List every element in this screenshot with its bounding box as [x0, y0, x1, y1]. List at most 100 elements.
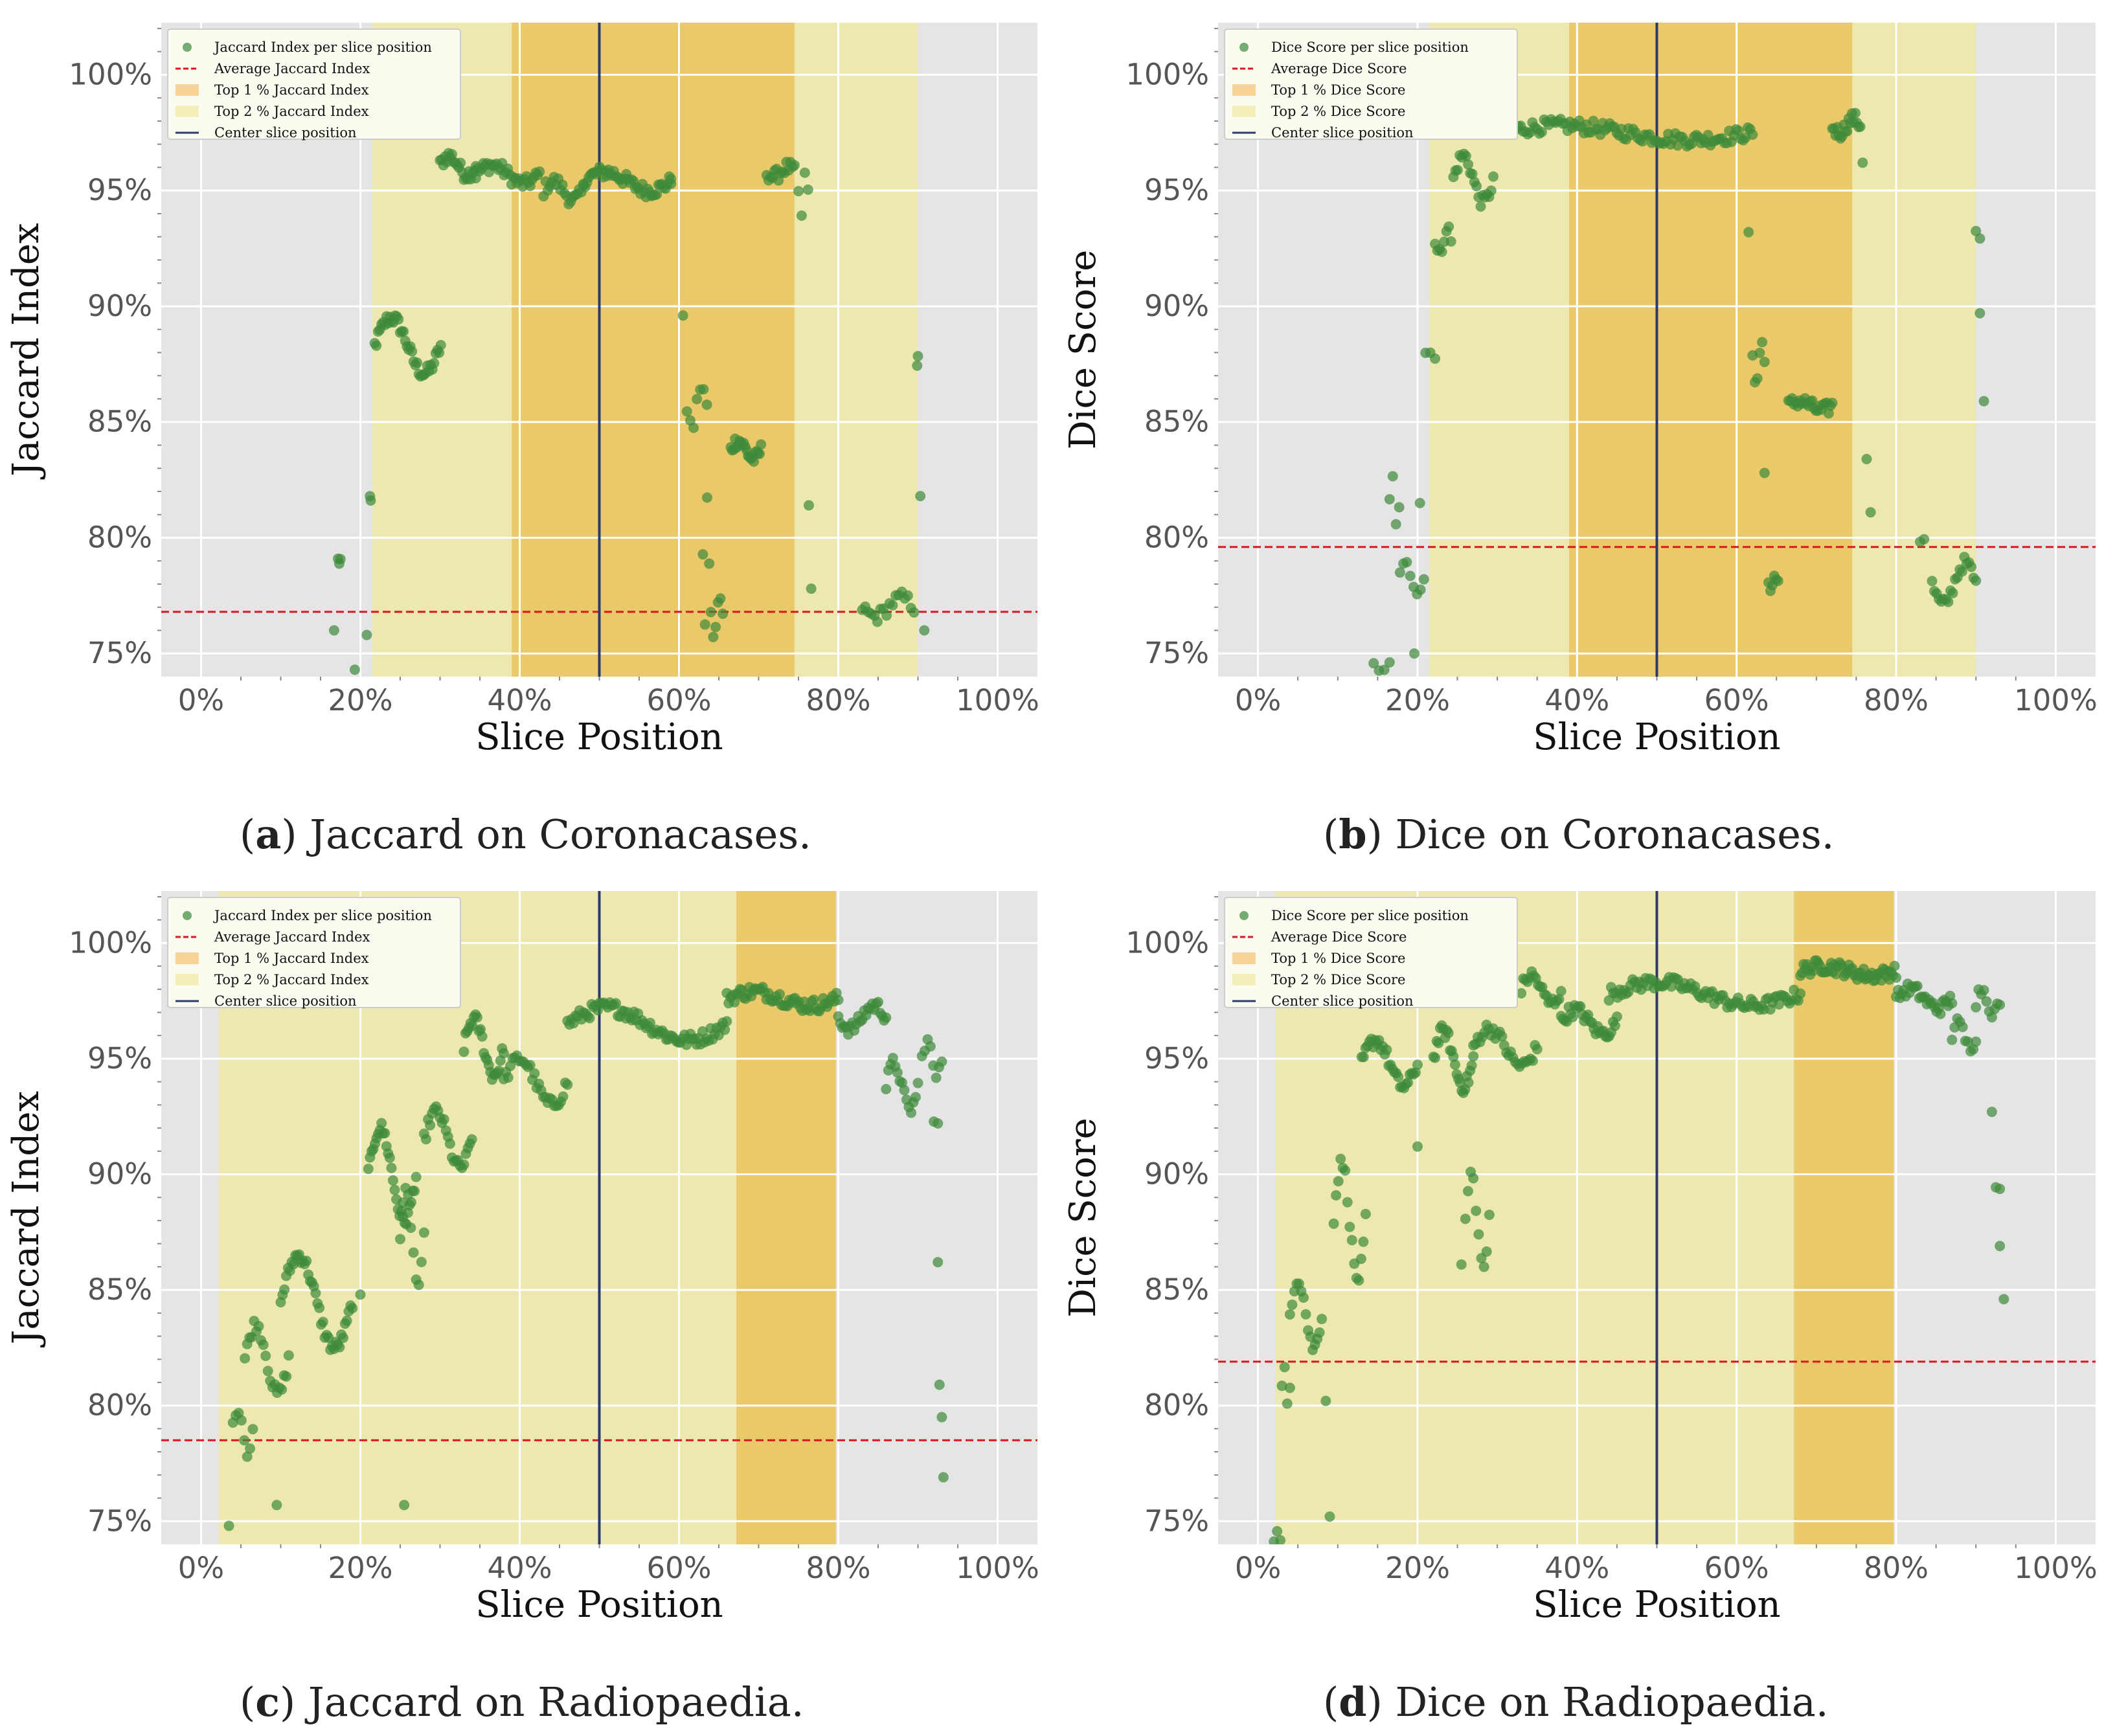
data-point	[529, 1068, 540, 1079]
data-points	[223, 982, 949, 1531]
x-tick-label: 0%	[178, 683, 224, 717]
legend-label: Average Dice Score	[1271, 61, 1407, 76]
x-axis-title: Slice Position	[1533, 1584, 1780, 1626]
data-point	[371, 340, 382, 351]
data-point	[562, 1079, 573, 1090]
data-point	[698, 384, 709, 395]
data-point	[1275, 1535, 1286, 1544]
data-point	[429, 357, 440, 368]
y-tick-label: 90%	[1144, 289, 1209, 323]
x-tick-label: 100%	[956, 1551, 1039, 1585]
legend-top2-marker	[175, 106, 199, 117]
data-point	[803, 500, 814, 511]
data-point	[1445, 236, 1456, 247]
top1-band	[1794, 891, 1894, 1544]
data-point	[1912, 980, 1923, 991]
panel-caption: (a) Jaccard on Coronacases.	[240, 811, 811, 858]
data-point	[1272, 1526, 1283, 1537]
data-point	[1842, 126, 1853, 137]
data-point	[799, 167, 810, 178]
caption-letter: c	[255, 1678, 280, 1726]
data-point	[1342, 1197, 1353, 1208]
chart-panel-d: 0% 20% 40% 60% 80% 100% 75% 80% 85% 90% 95% 100% Sli…	[1062, 891, 2098, 1726]
data-point	[644, 1017, 655, 1028]
data-point	[938, 1472, 949, 1483]
data-point	[239, 1435, 250, 1446]
data-point	[1381, 1044, 1392, 1055]
data-point	[412, 357, 423, 368]
data-point	[1355, 1254, 1366, 1265]
caption-open-paren: (	[240, 1678, 255, 1726]
data-point	[334, 1342, 345, 1353]
data-point	[1555, 986, 1566, 997]
data-point	[899, 1085, 910, 1096]
data-point	[912, 360, 923, 371]
legend-point-marker	[1239, 911, 1249, 920]
legend-label: Top 2 % Jaccard Index	[214, 104, 369, 119]
chart-panel-c: 0% 20% 40% 60% 80% 100% 75% 80% 85% 90% 95% 100% Sli…	[5, 891, 1039, 1726]
data-point	[1331, 1190, 1342, 1201]
data-point	[1430, 1052, 1441, 1063]
y-tick-label: 95%	[1144, 1041, 1209, 1076]
data-point	[933, 1118, 944, 1129]
data-point	[1532, 1044, 1543, 1055]
data-point	[1978, 396, 1989, 407]
data-point	[376, 1118, 387, 1129]
data-point	[1368, 658, 1379, 669]
caption-text: ) Dice on Radiopaedia.	[1367, 1678, 1829, 1726]
data-point	[1527, 1055, 1538, 1066]
caption-open-paren: (	[240, 811, 255, 858]
data-point	[1962, 1036, 1973, 1047]
data-point	[262, 1366, 273, 1377]
y-tick-label: 85%	[1144, 405, 1209, 439]
data-point	[1298, 1292, 1309, 1303]
legend-label: Top 2 % Jaccard Index	[214, 972, 369, 987]
data-point	[1405, 570, 1416, 581]
data-point	[435, 339, 446, 350]
data-point	[1314, 1327, 1325, 1338]
data-point	[1981, 996, 1992, 1007]
data-point	[1481, 1246, 1492, 1257]
data-point	[1384, 657, 1395, 668]
y-tick-label: 100%	[1125, 925, 1209, 960]
data-point	[347, 1303, 358, 1314]
y-tick-label: 85%	[87, 1272, 152, 1307]
x-tick-label: 0%	[1235, 1551, 1281, 1585]
data-point	[1300, 1309, 1311, 1320]
data-point	[912, 1077, 923, 1088]
data-point	[1743, 227, 1754, 238]
legend-top2-marker	[1232, 974, 1256, 986]
data-point	[558, 1091, 569, 1102]
data-point	[887, 1052, 898, 1063]
data-point	[314, 1302, 325, 1313]
data-point	[1443, 1028, 1454, 1039]
x-tick-label: 20%	[328, 1551, 392, 1585]
data-point	[1430, 353, 1441, 364]
legend-label: Center slice position	[214, 125, 357, 141]
data-point	[1855, 121, 1866, 132]
data-point	[1410, 1067, 1421, 1078]
data-point	[379, 1127, 390, 1138]
data-point	[584, 1013, 595, 1024]
data-point	[1998, 1294, 2009, 1305]
data-point	[277, 1384, 288, 1395]
data-point	[1995, 999, 2006, 1010]
data-point	[931, 1072, 942, 1083]
data-point	[1471, 1205, 1482, 1216]
data-point	[1412, 1059, 1423, 1070]
data-point	[365, 495, 376, 506]
data-point	[361, 629, 372, 640]
data-point	[775, 989, 786, 1000]
data-point	[1966, 561, 1977, 572]
legend-label: Top 1 % Dice Score	[1271, 951, 1405, 966]
x-tick-label: 80%	[1864, 683, 1928, 717]
data-point	[1935, 1008, 1946, 1019]
data-point	[1536, 126, 1547, 137]
data-point	[283, 1350, 294, 1361]
chart-panel-a: 0% 20% 40% 60% 80% 100% 75% 80% 85% 90% 95% 100% Sli…	[5, 23, 1039, 858]
y-axis-title: Jaccard Index	[5, 223, 47, 479]
data-point	[1340, 1165, 1351, 1176]
data-point	[1772, 576, 1783, 587]
data-point	[925, 1041, 936, 1052]
x-tick-label: 20%	[1385, 1551, 1450, 1585]
